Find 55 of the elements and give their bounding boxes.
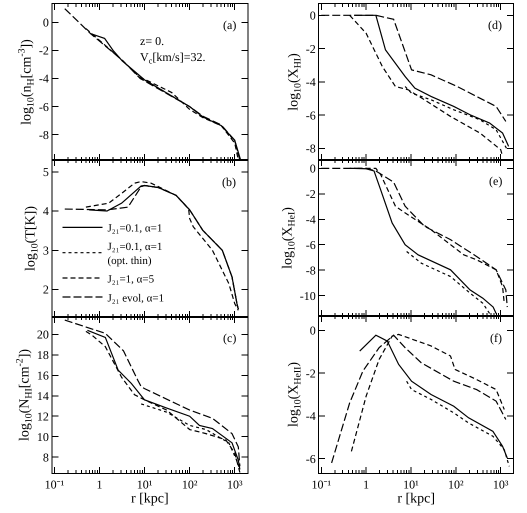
y-tick-label: -8	[306, 142, 316, 156]
x-tick-label: 1	[363, 477, 370, 492]
x-tick-label: 1	[96, 477, 102, 492]
y-tick-label: 0	[310, 162, 316, 176]
x-tick-label: 10³	[226, 477, 243, 492]
y-tick-label: -4	[306, 75, 316, 90]
annotation: V$_{c}$[km/s]=32.	[140, 50, 206, 66]
annotation: z= 0.	[140, 34, 164, 48]
x-tick-label: 10²	[448, 477, 464, 492]
x-tick-label: 10¹	[136, 477, 153, 492]
y-tick-label: 5	[42, 164, 49, 179]
x-tick-label: 10²	[182, 477, 198, 492]
y-tick-label: 0	[310, 8, 316, 23]
y-tick-label: 10	[36, 430, 49, 444]
y-tick-label: 12	[36, 409, 49, 424]
annotation: (d)	[488, 18, 502, 32]
annotation: (c)	[223, 331, 236, 345]
annotation: (a)	[223, 18, 236, 32]
x-axis-title: r [kpc]	[130, 492, 169, 507]
y-tick-label: 0	[42, 15, 49, 30]
y-tick-label: 0	[310, 324, 316, 338]
annotation: (f)	[490, 331, 502, 345]
x-tick-label: 10⁻¹	[311, 477, 332, 492]
y-tick-label: 8	[42, 450, 49, 464]
x-axis-title: r [kpc]	[397, 492, 436, 507]
y-tick-label: -2	[306, 366, 316, 380]
y-tick-label: -2	[306, 42, 316, 56]
y-tick-label: -4	[306, 212, 316, 226]
y-tick-label: -6	[306, 238, 316, 252]
annotation: (e)	[489, 174, 502, 188]
y-tick-label: 3	[42, 243, 49, 258]
y-tick-label: -8	[38, 128, 49, 142]
y-tick-label: 20	[36, 328, 49, 342]
legend-label: J₂₁=0.1, α=1 (opt. thin)	[108, 240, 162, 268]
x-tick-label: 10³	[492, 477, 509, 492]
y-tick-label: 18	[36, 348, 49, 362]
y-tick-label: -6	[306, 452, 316, 466]
y-tick-label: -2	[38, 44, 49, 58]
x-tick-label: 10¹	[403, 477, 420, 492]
y-tick-label: -6	[306, 108, 316, 122]
y-tick-label: 16	[36, 368, 49, 383]
annotation: (b)	[222, 175, 236, 189]
y-tick-label: 4	[42, 204, 49, 218]
y-tick-label: -10	[300, 288, 316, 303]
y-tick-label: -8	[306, 263, 316, 278]
legend-label: J₂₁ evol, α=1	[108, 292, 164, 304]
y-tick-label: 14	[36, 388, 49, 403]
y-tick-label: -2	[306, 187, 316, 202]
y-tick-label: -4	[38, 72, 49, 86]
legend-label: J₂₁=0.1, α=1	[108, 222, 162, 235]
y-tick-label: -6	[38, 100, 49, 114]
legend-label: J₂₁=1, α=5	[108, 273, 155, 286]
x-tick-label: 10⁻¹	[44, 477, 65, 492]
y-tick-label: 2	[42, 282, 49, 297]
y-tick-label: -4	[306, 409, 316, 424]
